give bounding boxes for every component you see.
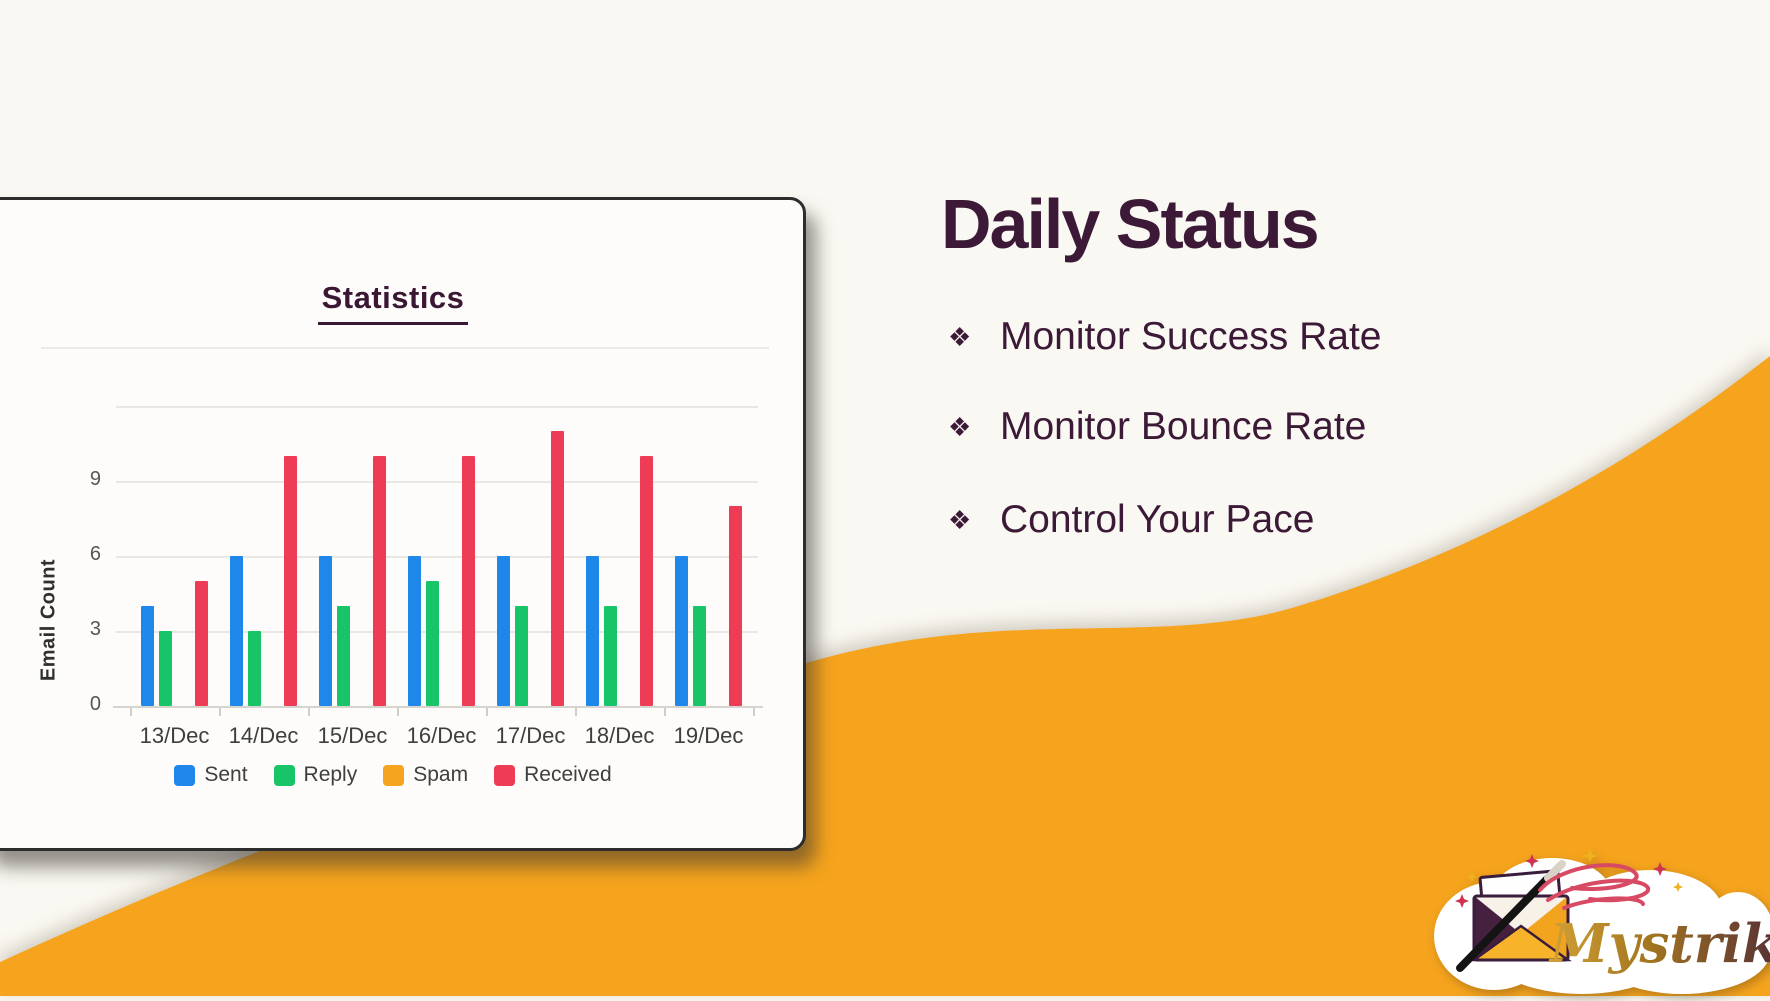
legend-item-received: Received <box>494 763 612 787</box>
bar-reply-13dec <box>159 631 172 706</box>
bar-sent-14dec <box>230 556 243 706</box>
bar-sent-18dec <box>586 556 599 706</box>
page-title: Daily Status <box>941 185 1320 263</box>
chart-title-wrap: Statistics <box>0 280 803 325</box>
bar-reply-14dec <box>248 631 261 706</box>
stars-decoration <box>1455 849 1683 908</box>
bullet-item-label: Monitor Success Rate <box>1000 315 1382 358</box>
x-axis-label: 19/Dec <box>673 723 744 748</box>
bar-sent-19dec <box>675 556 688 706</box>
statistics-card: Statistics Email Count 0 3 6 9 13/Dec 14/Dec 1… <box>0 197 806 851</box>
bar-sent-16dec <box>408 556 421 706</box>
bar-reply-16dec <box>426 581 439 706</box>
title-divider-line <box>41 347 769 349</box>
legend-swatch-sent <box>174 764 196 786</box>
x-axis-tick <box>575 708 577 716</box>
y-tick-label: 6 <box>89 543 101 565</box>
diamond-bullet-icon: ❖ <box>948 411 972 442</box>
bar-received-13dec <box>195 581 208 706</box>
mystrika-logo: Mystrika <box>1434 849 1770 994</box>
bar-received-19dec <box>729 506 742 706</box>
x-axis-label: 17/Dec <box>495 723 566 748</box>
chart-title: Statistics <box>317 280 469 325</box>
bullet-item-label: Control Your Pace <box>1000 498 1315 541</box>
envelope-wand-icon <box>1456 860 1572 972</box>
gridline-12 <box>116 406 758 408</box>
bar-reply-18dec <box>604 606 617 706</box>
bar-received-16dec <box>462 456 475 706</box>
bar-received-17dec <box>551 431 564 706</box>
logo-text: Mystrika <box>1548 913 1770 975</box>
x-axis-tick <box>308 708 310 716</box>
x-axis-tick <box>397 708 399 716</box>
x-axis-tick <box>486 708 488 716</box>
bullet-item-control-pace: ❖ Control Your Pace <box>948 498 1314 542</box>
bullet-item-label: Monitor Bounce Rate <box>1000 405 1367 448</box>
legend-swatch-spam <box>383 764 405 786</box>
bar-received-15dec <box>373 456 386 706</box>
x-axis-tick <box>219 708 221 716</box>
bar-received-14dec <box>284 456 297 706</box>
bar-sent-15dec <box>319 556 332 706</box>
x-axis-tick <box>130 708 132 716</box>
legend-label: Spam <box>413 763 469 786</box>
legend-swatch-received <box>494 764 516 786</box>
legend-swatch-reply <box>273 764 295 786</box>
gridline-9 <box>116 481 758 483</box>
x-axis-label: 16/Dec <box>406 723 477 748</box>
y-axis-title: Email Count <box>37 558 60 682</box>
legend-label: Sent <box>204 763 248 786</box>
diamond-bullet-icon: ❖ <box>948 321 972 352</box>
chart-legend: Sent Reply Spam Received <box>0 763 803 787</box>
diamond-bullet-icon: ❖ <box>948 504 972 535</box>
y-tick-label: 0 <box>89 693 101 715</box>
bullet-item-success-rate: ❖ Monitor Success Rate <box>948 315 1382 359</box>
bar-reply-19dec <box>693 606 706 706</box>
gridline-6 <box>116 556 758 558</box>
bar-sent-17dec <box>497 556 510 706</box>
y-tick-label: 9 <box>89 468 101 490</box>
bullet-item-bounce-rate: ❖ Monitor Bounce Rate <box>948 405 1366 449</box>
x-axis-label: 15/Dec <box>317 723 388 748</box>
legend-item-reply: Reply <box>273 763 358 787</box>
bar-reply-17dec <box>515 606 528 706</box>
legend-label: Reply <box>303 763 358 786</box>
x-axis-label: 14/Dec <box>228 723 299 748</box>
bar-received-18dec <box>640 456 653 706</box>
x-axis-label: 13/Dec <box>139 723 210 748</box>
y-tick-label: 3 <box>89 618 101 640</box>
bar-sent-13dec <box>141 606 154 706</box>
legend-item-spam: Spam <box>383 763 468 787</box>
legend-item-sent: Sent <box>174 763 248 787</box>
x-axis-line <box>113 706 763 708</box>
legend-label: Received <box>524 763 612 786</box>
x-axis-label: 18/Dec <box>584 723 655 748</box>
swirl-icon <box>1538 863 1650 910</box>
x-axis-tick <box>664 708 666 716</box>
x-axis-tick <box>753 708 755 716</box>
bar-reply-15dec <box>337 606 350 706</box>
